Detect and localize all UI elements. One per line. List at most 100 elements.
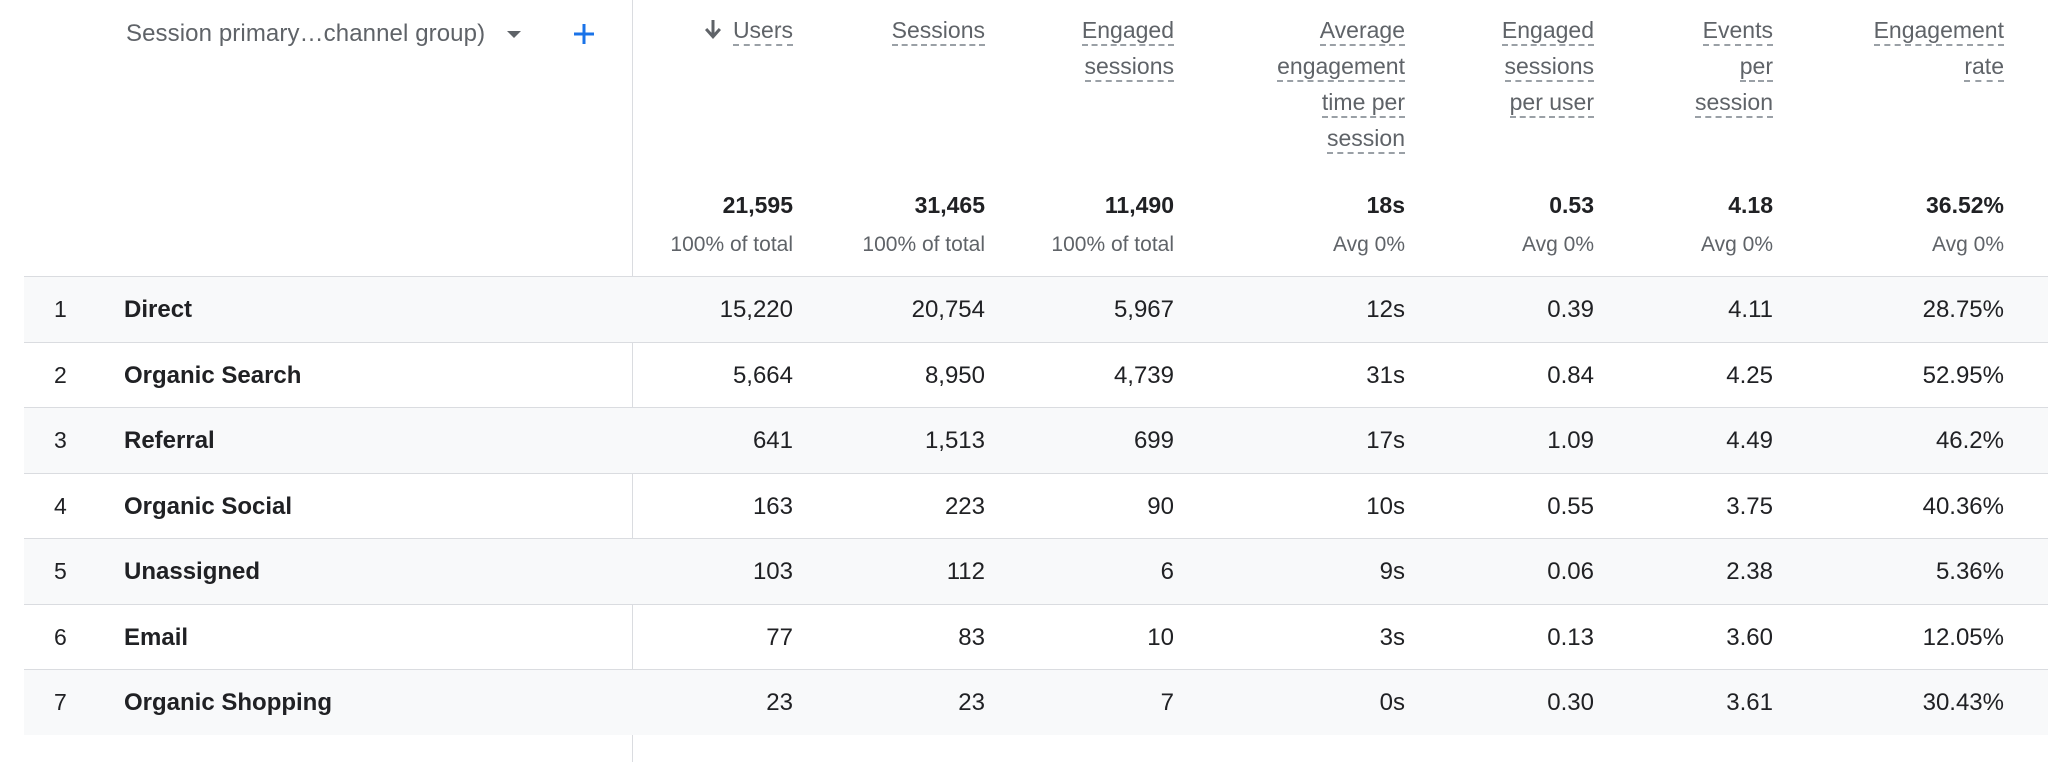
cell-engaged-sessions-per-user: 0.84	[1547, 362, 1594, 389]
cell-events-per-session: 2.38	[1726, 558, 1773, 585]
cell-engaged-sessions-per-user: 1.09	[1547, 427, 1594, 454]
column-header-text: Engaged	[1081, 17, 1174, 46]
dimension-selector[interactable]: Session primary…channel group)	[126, 14, 522, 54]
row-channel-name[interactable]: Direct	[124, 296, 193, 323]
column-header-text: time per	[1321, 89, 1405, 118]
column-header-label-line: engagement	[1185, 48, 1405, 84]
cell-engaged-sessions-per-user: 0.06	[1547, 558, 1594, 585]
column-header-label-line: Sessions	[805, 12, 985, 48]
total-value-engaged-sessions: 11,490	[1104, 192, 1174, 218]
column-header-text: engagement	[1277, 53, 1405, 82]
cell-engaged-sessions: 10	[1147, 624, 1174, 651]
column-header-label-line: sessions	[994, 48, 1174, 84]
cell-sessions: 223	[944, 493, 985, 520]
column-header-text: Average	[1319, 17, 1405, 46]
cell-events-per-session: 4.49	[1726, 427, 1773, 454]
cell-events-per-session: 3.61	[1726, 689, 1773, 716]
cell-engaged-sessions: 4,739	[1113, 362, 1174, 389]
cell-engagement-rate: 46.2%	[1935, 427, 2004, 454]
row-index: 4	[54, 493, 67, 519]
column-header-text: sessions	[1504, 53, 1594, 82]
column-header-engaged-sessions[interactable]: Engaged sessions	[994, 12, 1174, 84]
column-header-text: Users	[732, 17, 793, 46]
total-subtext-engaged-sessions-per-user: Avg 0%	[1522, 233, 1594, 256]
column-header-engagement-rate[interactable]: Engagement rate	[1784, 12, 2004, 84]
total-subtext-users: 100% of total	[670, 233, 793, 256]
column-header-events-per-session[interactable]: Events per session	[1613, 12, 1773, 120]
cell-engagement-rate: 52.95%	[1922, 362, 2004, 389]
arrow-down-icon[interactable]	[703, 19, 723, 41]
row-index: 7	[54, 689, 67, 715]
cell-engaged-sessions: 6	[1160, 558, 1174, 585]
row-channel-name[interactable]: Referral	[124, 427, 215, 454]
dimension-label[interactable]: Session primary…channel group)	[126, 20, 486, 47]
column-header-text: session	[1327, 125, 1405, 154]
table-row[interactable]: 3 Referral 641 1,513 699 17s 1.09 4.49 46.2%	[24, 407, 2048, 473]
cell-engaged-sessions: 5,967	[1113, 296, 1174, 323]
cell-engaged-sessions: 7	[1160, 689, 1174, 716]
plus-icon[interactable]	[572, 22, 596, 46]
column-header-label-line: Events	[1613, 12, 1773, 48]
column-header-text: Engaged	[1501, 17, 1594, 46]
row-channel-name[interactable]: Organic Social	[124, 493, 293, 520]
total-subtext-engaged-sessions: 100% of total	[1051, 233, 1174, 256]
cell-engaged-sessions-per-user: 0.13	[1547, 624, 1594, 651]
column-divider	[632, 0, 633, 762]
table-row[interactable]: 6 Email 77 83 10 3s 0.13 3.60 12.05%	[24, 604, 2048, 670]
row-channel-name[interactable]: Email	[124, 624, 189, 651]
row-channel-name[interactable]: Organic Shopping	[124, 689, 332, 716]
table-row[interactable]: 7 Organic Shopping 23 23 7 0s 0.30 3.61 30.43%	[24, 669, 2048, 735]
row-index: 1	[54, 296, 67, 322]
table-row[interactable]: 5 Unassigned 103 112 6 9s 0.06 2.38 5.36%	[24, 538, 2048, 604]
cell-events-per-session: 4.11	[1728, 296, 1773, 323]
column-header-label-line: per	[1613, 48, 1773, 84]
column-header-engaged-sessions-per-user[interactable]: Engaged sessions per user	[1414, 12, 1594, 120]
table-row[interactable]: 2 Organic Search 5,664 8,950 4,739 31s 0.84 4.2…	[24, 342, 2048, 408]
cell-engagement-rate: 28.75%	[1922, 296, 2004, 323]
cell-engaged-sessions: 90	[1147, 493, 1174, 520]
cell-users: 15,220	[719, 296, 793, 323]
cell-users: 103	[752, 558, 793, 585]
cell-avg-engagement-time: 10s	[1366, 493, 1405, 520]
cell-engagement-rate: 30.43%	[1922, 689, 2004, 716]
total-subtext-events-per-session: Avg 0%	[1701, 233, 1773, 256]
row-channel-name[interactable]: Organic Search	[124, 362, 302, 389]
cell-engagement-rate: 40.36%	[1922, 493, 2004, 520]
caret-down-icon[interactable]	[507, 30, 522, 38]
cell-avg-engagement-time: 12s	[1366, 296, 1405, 323]
cell-engaged-sessions-per-user: 0.55	[1547, 493, 1594, 520]
cell-sessions: 83	[958, 624, 985, 651]
cell-sessions: 20,754	[911, 296, 985, 323]
cell-events-per-session: 4.25	[1726, 362, 1773, 389]
column-header-text: sessions	[1084, 53, 1174, 82]
column-header-label-line: Engaged	[1414, 12, 1594, 48]
column-header-text: Engagement	[1873, 17, 2004, 46]
column-header-label-line: Average	[1185, 12, 1405, 48]
cell-avg-engagement-time: 31s	[1366, 362, 1405, 389]
column-header-label-line: Engagement	[1784, 12, 2004, 48]
cell-engaged-sessions-per-user: 0.30	[1547, 689, 1594, 716]
column-header-label-line: per user	[1414, 84, 1594, 120]
column-header-users[interactable]: Users	[553, 12, 793, 48]
cell-users: 23	[766, 689, 793, 716]
column-header-text: per user	[1509, 89, 1594, 118]
total-value-users: 21,595	[722, 192, 793, 218]
row-channel-name[interactable]: Unassigned	[124, 558, 261, 585]
column-header-text: per	[1739, 53, 1773, 82]
add-dimension-button[interactable]	[566, 14, 602, 54]
cell-sessions: 23	[958, 689, 985, 716]
column-header-avg-engagement-time[interactable]: Average engagement time per session	[1185, 12, 1405, 156]
cell-engaged-sessions: 699	[1133, 427, 1174, 454]
total-subtext-avg-engagement-time: Avg 0%	[1333, 233, 1405, 256]
row-index: 5	[54, 558, 67, 584]
column-header-text: session	[1695, 89, 1773, 118]
cell-engagement-rate: 12.05%	[1922, 624, 2004, 651]
column-header-text: rate	[1964, 53, 2004, 82]
total-value-avg-engagement-time: 18s	[1366, 192, 1405, 218]
table-row[interactable]: 4 Organic Social 163 223 90 10s 0.55 3.75 40.36%	[24, 473, 2048, 539]
cell-users: 641	[752, 427, 793, 454]
cell-engagement-rate: 5.36%	[1935, 558, 2004, 585]
table-row[interactable]: 1 Direct 15,220 20,754 5,967 12s 0.39 4.11 28.75…	[24, 276, 2048, 342]
column-header-sessions[interactable]: Sessions	[805, 12, 985, 48]
